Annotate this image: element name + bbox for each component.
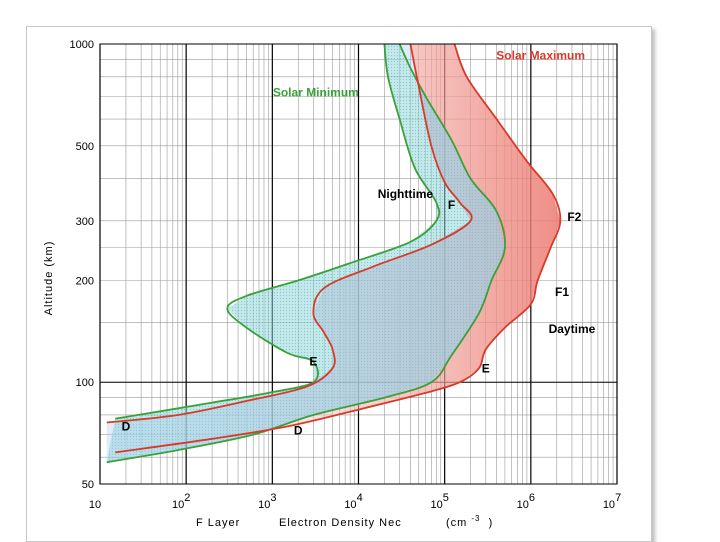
series-lines	[106, 43, 562, 464]
x-axis-label-unit-exp: -3	[471, 514, 480, 523]
x-tick-exponent: 6	[529, 492, 535, 504]
annotation-d: D	[122, 419, 131, 433]
solar-minimum-band-texture	[106, 44, 505, 463]
annotation-f2: F2	[567, 210, 581, 224]
x-tick-exponent: 4	[357, 492, 363, 504]
x-axis-label-layer: F Layer	[196, 517, 240, 529]
x-axis-label: F Layer Electron Density Nec (cm -3 )	[196, 512, 493, 529]
x-tick-base: 10	[430, 499, 442, 511]
x-tick-label: 102	[172, 492, 190, 511]
x-axis-label-unit-open: (cm	[446, 517, 467, 529]
x-tick-label: 104	[344, 492, 362, 511]
annotation-e: E	[309, 355, 317, 369]
y-tick-label: 200	[76, 275, 94, 287]
annotation-f: F	[448, 198, 455, 212]
x-tick-base: 10	[172, 499, 184, 511]
series-solar-maximum-nighttime	[106, 43, 473, 424]
x-axis-label-unit-close: )	[489, 517, 494, 529]
series-solar-minimum-nighttime	[115, 43, 441, 420]
y-tick-label: 300	[76, 216, 94, 228]
y-tick-label: 500	[76, 141, 94, 153]
x-tick-base: 10	[258, 499, 270, 511]
x-tick-exponent: 3	[270, 492, 276, 504]
x-tick-exponent: 7	[615, 492, 621, 504]
x-tick-label: 103	[258, 492, 276, 511]
x-tick-base: 10	[603, 499, 615, 511]
y-tick-labels: 1000 500 300 200 100 50	[70, 39, 94, 491]
x-tick-exponent: 5	[443, 492, 449, 504]
y-tick-label: 50	[82, 479, 94, 491]
annotation-daytime: Daytime	[549, 322, 596, 336]
x-tick-base: 10	[344, 499, 356, 511]
density-bands	[106, 44, 561, 463]
x-tick-label: 10	[89, 499, 101, 511]
x-axis-label-quantity: Electron Density Nec	[279, 517, 402, 529]
x-tick-base: 10	[89, 499, 101, 511]
y-tick-label: 1000	[70, 39, 94, 51]
annotation-e: E	[482, 361, 490, 375]
series-solar-maximum-daytime	[115, 43, 562, 454]
y-axis-label: Altitude (km)	[43, 241, 55, 316]
x-tick-base: 10	[517, 499, 529, 511]
annotation-f1: F1	[555, 285, 569, 299]
plot-border	[99, 43, 618, 485]
y-tick-label: 100	[76, 377, 94, 389]
annotation-solar-maximum: Solar Maximum	[496, 48, 585, 62]
annotation-d: D	[294, 424, 303, 438]
annotation-solar-minimum: Solar Minimum	[273, 85, 359, 99]
x-tick-label: 105	[430, 492, 448, 511]
x-tick-label: 106	[517, 492, 535, 511]
annotations: Solar Maximum Solar Minimum Nighttime F F2 F1…	[122, 48, 596, 437]
overlap-band	[106, 44, 505, 463]
annotation-nighttime: Nighttime	[378, 187, 434, 201]
x-tick-label: 107	[603, 492, 621, 511]
x-tick-exponent: 2	[184, 492, 190, 504]
